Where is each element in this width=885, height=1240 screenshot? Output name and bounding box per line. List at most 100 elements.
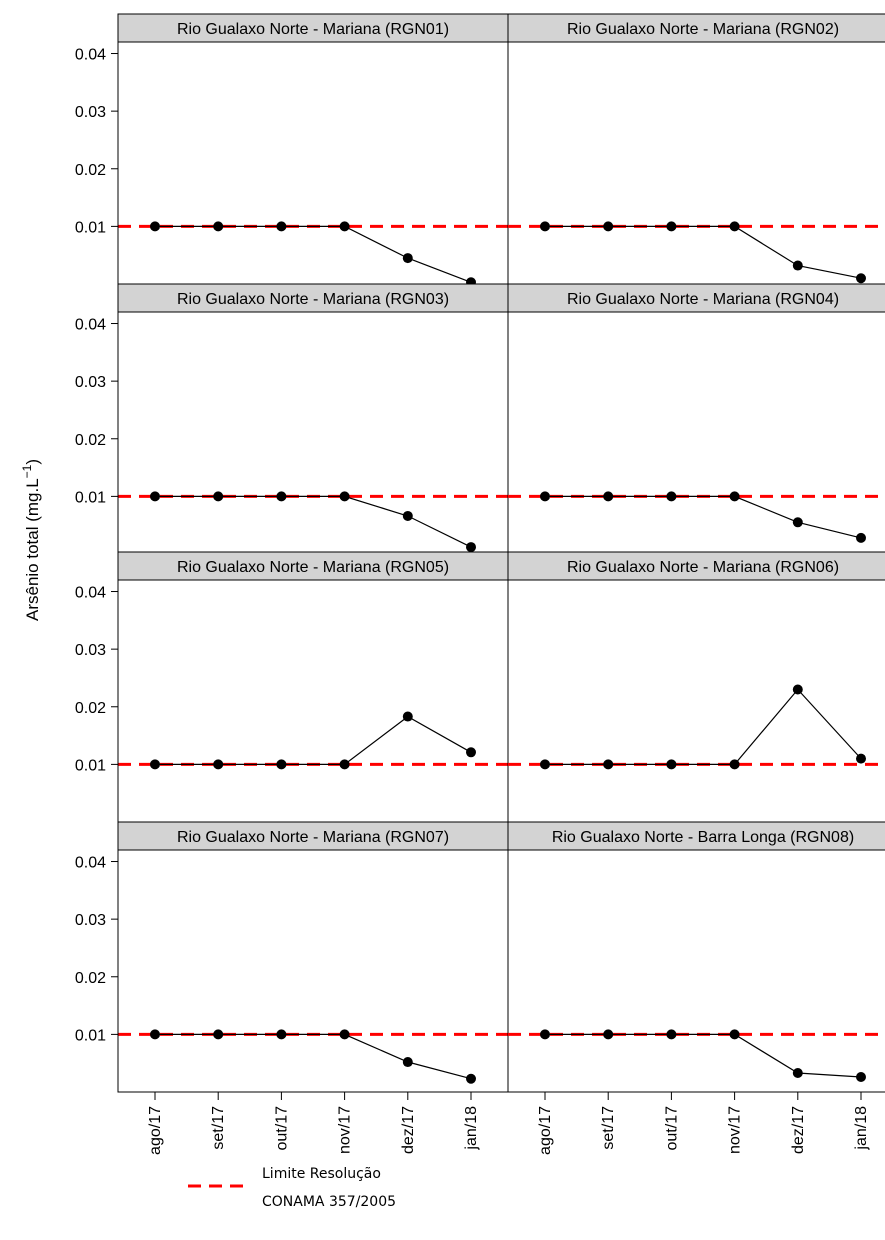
data-point <box>856 273 866 284</box>
data-point <box>729 1029 740 1040</box>
data-point <box>603 491 614 502</box>
data-point <box>150 759 160 770</box>
y-tick-label: 0.03 <box>75 912 106 929</box>
data-point <box>402 253 413 264</box>
data-point <box>276 221 287 232</box>
panel-title: Rio Gualaxo Norte - Mariana (RGN04) <box>567 291 839 308</box>
y-tick-label: 0.03 <box>75 104 106 121</box>
data-point <box>729 491 740 502</box>
panel-plot-area <box>507 311 885 555</box>
panel-plot-area <box>117 311 509 555</box>
legend-label-line2: CONAMA 357/2005 <box>262 1194 396 1210</box>
data-point <box>540 1029 550 1040</box>
data-point <box>466 542 476 553</box>
data-point <box>540 221 550 232</box>
data-point <box>856 1072 866 1083</box>
x-tick-label: dez/17 <box>790 1106 807 1154</box>
panel-3: Rio Gualaxo Norte - Mariana (RGN03) <box>117 283 509 555</box>
data-point <box>792 1067 803 1078</box>
data-point <box>666 1029 677 1040</box>
x-tick-label: nov/17 <box>727 1106 744 1154</box>
data-point <box>666 491 677 502</box>
y-tick-label: 0.01 <box>75 1027 106 1044</box>
data-point <box>666 221 677 232</box>
series-line <box>155 225 472 283</box>
y-tick-label: 0.04 <box>75 585 106 602</box>
data-point <box>339 1029 350 1040</box>
panel-8: Rio Gualaxo Norte - Barra Longa (RGN08) <box>507 821 885 1093</box>
data-point <box>213 759 224 770</box>
series-line <box>155 495 472 548</box>
x-tick-label: out/17 <box>273 1106 290 1151</box>
data-point <box>339 221 350 232</box>
y-tick-label: 0.04 <box>75 855 106 872</box>
panel-title: Rio Gualaxo Norte - Mariana (RGN07) <box>177 829 449 846</box>
panel-5: Rio Gualaxo Norte - Mariana (RGN05) <box>117 551 509 823</box>
data-point <box>213 1029 224 1040</box>
y-tick-label: 0.04 <box>75 317 106 334</box>
panel-strip <box>507 13 885 43</box>
data-point <box>856 532 866 543</box>
panel-title: Rio Gualaxo Norte - Mariana (RGN01) <box>177 21 449 38</box>
series-line <box>545 495 862 539</box>
data-point <box>339 759 350 770</box>
data-point <box>213 491 224 502</box>
series-line <box>545 1033 862 1078</box>
panel-strip <box>117 13 509 43</box>
data-point <box>276 491 287 502</box>
y-tick-label: 0.03 <box>75 642 106 659</box>
y-tick-label: 0.02 <box>75 162 106 179</box>
y-axis: 0.01 0.02 0.03 0.04 0.01 0.02 0.03 0.04 0.01 0.02… <box>75 14 119 1092</box>
panel-plot-area <box>507 579 885 823</box>
x-tick-label: jan/18 <box>463 1106 480 1151</box>
data-point <box>792 517 803 528</box>
x-tick-label: dez/17 <box>400 1106 417 1154</box>
data-point <box>276 1029 287 1040</box>
data-point <box>150 221 160 232</box>
panel-plot-area <box>117 849 509 1093</box>
data-point <box>729 759 740 770</box>
data-point <box>729 221 740 232</box>
panel-strip <box>117 821 509 851</box>
data-point <box>466 747 476 758</box>
x-tick-label: nov/17 <box>337 1106 354 1154</box>
panel-strip <box>507 821 885 851</box>
data-point <box>792 260 803 271</box>
series-line <box>545 225 862 279</box>
data-point <box>603 759 614 770</box>
x-tick-label: ago/17 <box>537 1106 554 1155</box>
data-point <box>603 221 614 232</box>
data-point <box>402 1057 413 1068</box>
x-tick-label: out/17 <box>663 1106 680 1151</box>
panel-7: Rio Gualaxo Norte - Mariana (RGN07) <box>117 821 509 1093</box>
series-line <box>155 1033 472 1080</box>
series-line <box>545 688 862 766</box>
y-tick-label: 0.01 <box>75 219 106 236</box>
data-point <box>150 491 160 502</box>
panel-plot-area <box>117 41 509 285</box>
panel-title: Rio Gualaxo Norte - Barra Longa (RGN08) <box>552 829 854 846</box>
panel-plot-area <box>117 579 509 823</box>
data-point <box>540 759 550 770</box>
panel-plot-area <box>507 41 885 285</box>
y-tick-label: 0.02 <box>75 970 106 987</box>
panel-plot-area <box>507 849 885 1093</box>
legend-label-line1: Limite Resolução <box>262 1166 381 1182</box>
panel-6: Rio Gualaxo Norte - Mariana (RGN06) <box>507 551 885 823</box>
panel-2: Rio Gualaxo Norte - Mariana (RGN02) <box>507 13 885 285</box>
data-point <box>792 684 803 695</box>
data-point <box>213 221 224 232</box>
data-point <box>150 1029 160 1040</box>
data-point <box>402 711 413 722</box>
data-point <box>603 1029 614 1040</box>
panel-title: Rio Gualaxo Norte - Mariana (RGN02) <box>567 21 839 38</box>
y-tick-label: 0.02 <box>75 700 106 717</box>
data-point <box>276 759 287 770</box>
y-axis-label: Arsênio total (mg.L−1) <box>20 459 42 621</box>
x-axis: ago/17 set/17 out/17 nov/17 dez/17 jan/18 ago/… <box>147 1092 870 1155</box>
data-point <box>402 510 413 521</box>
y-tick-label: 0.02 <box>75 432 106 449</box>
y-tick-label: 0.04 <box>75 47 106 64</box>
x-tick-label: set/17 <box>210 1106 227 1150</box>
